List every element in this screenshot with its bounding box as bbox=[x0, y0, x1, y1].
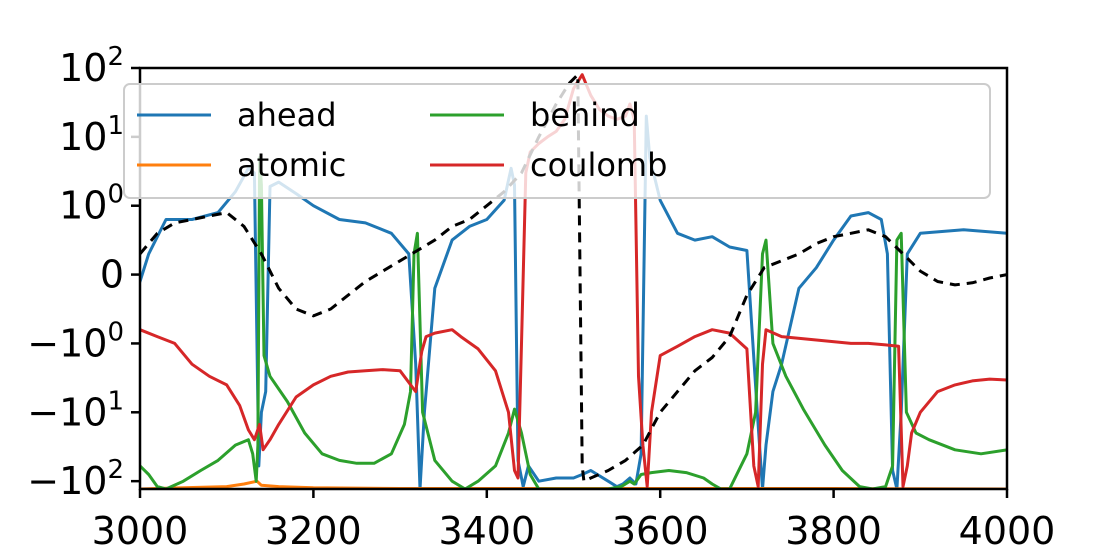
x-tick-label: 3200 bbox=[265, 509, 362, 553]
y-tick-label: 102 bbox=[59, 42, 124, 90]
series-line-reference-dashed bbox=[140, 73, 1007, 483]
legend: ahead atomic behind coulomb bbox=[123, 83, 991, 199]
y-tick-label: 100 bbox=[59, 180, 124, 228]
legend-label-behind: behind bbox=[530, 96, 640, 134]
x-tick-label: 3400 bbox=[438, 509, 535, 553]
legend-box bbox=[123, 83, 991, 199]
y-axis: 102 101 100 0 −100 −101 −102 bbox=[27, 42, 140, 503]
plot-frame bbox=[138, 66, 1009, 491]
y-tick-label: −101 bbox=[27, 386, 124, 434]
y-tick-label: −102 bbox=[27, 455, 124, 503]
y-tick-label: 101 bbox=[59, 111, 124, 159]
legend-label-coulomb: coulomb bbox=[530, 146, 667, 184]
x-tick-label: 4000 bbox=[959, 509, 1056, 553]
y-tick-label: 0 bbox=[100, 253, 124, 297]
x-tick-label: 3800 bbox=[785, 509, 882, 553]
x-tick-label: 3000 bbox=[92, 509, 189, 553]
y-tick-label: −100 bbox=[27, 317, 124, 365]
legend-label-ahead: ahead bbox=[237, 96, 337, 134]
x-tick-label: 3600 bbox=[612, 509, 709, 553]
x-axis: 3000 3200 3400 3600 3800 4000 bbox=[92, 489, 1056, 553]
legend-label-atomic: atomic bbox=[237, 146, 346, 184]
